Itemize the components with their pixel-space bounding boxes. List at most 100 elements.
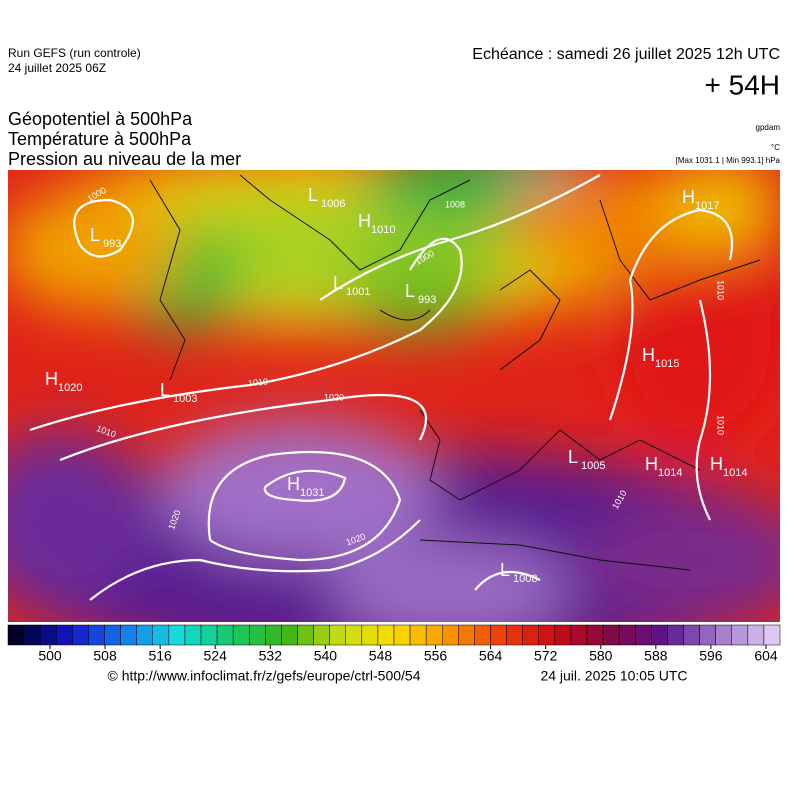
colorbar-swatch — [136, 624, 154, 646]
unit-label: °C — [771, 143, 780, 152]
center-letter: H — [710, 454, 723, 474]
colorbar-swatch — [232, 624, 250, 646]
run-date: 24 juillet 2025 06Z — [8, 61, 106, 75]
isobar-label: 1020 — [324, 392, 344, 402]
colorbar-swatch — [313, 624, 330, 646]
center-letter: H — [682, 187, 695, 207]
colorbar-swatch — [715, 624, 733, 646]
colorbar-swatch — [458, 624, 475, 646]
colorbar-swatch — [506, 624, 523, 646]
colorbar-swatch — [635, 624, 652, 646]
isobar-label: 1008 — [445, 199, 465, 209]
colorbar-swatch — [297, 624, 314, 646]
colorbar-tick-label: 556 — [424, 648, 448, 664]
colorbar-swatch — [651, 624, 668, 646]
colorbar-swatch — [39, 624, 57, 646]
isobar-label: 1010 — [716, 280, 726, 300]
center-letter: H — [645, 454, 658, 474]
colorbar-swatch — [168, 624, 186, 646]
center-value: 1017 — [695, 200, 719, 212]
source-link: © http://www.infoclimat.fr/z/gefs/europe… — [107, 668, 420, 684]
title: Température à 500hPa — [8, 129, 192, 149]
colorbar-tick-label: 580 — [589, 648, 613, 664]
center-letter: L — [500, 560, 510, 580]
colorbar-swatch — [152, 624, 170, 646]
generated-time: 24 juil. 2025 10:05 UTC — [540, 668, 687, 684]
center-letter: L — [568, 447, 578, 467]
isobar-label: 1010 — [248, 377, 269, 389]
map — [8, 170, 780, 622]
center-value: 1014 — [723, 467, 747, 479]
colorbar-swatch — [216, 624, 234, 646]
center-value: 1014 — [658, 467, 682, 479]
center-letter: H — [45, 369, 58, 389]
center-value: 1005 — [581, 460, 605, 472]
unit-label: gpdam — [756, 123, 781, 132]
title: Géopotentiel à 500hPa — [8, 109, 193, 129]
colorbar: 500 508 516 524 532 540 548 556 564 572 580 588 596 6… — [7, 624, 781, 664]
colorbar-swatch — [442, 624, 459, 646]
colorbar-tick-label: 604 — [754, 648, 778, 664]
colorbar-tick-label: 500 — [38, 648, 62, 664]
colorbar-tick-label: 548 — [369, 648, 393, 664]
colorbar-swatch — [699, 624, 716, 646]
colorbar-swatch — [265, 624, 282, 646]
colorbar-tick-label: 588 — [644, 648, 668, 664]
center-value: 1031 — [300, 487, 324, 499]
center-letter: H — [642, 345, 655, 365]
colorbar-swatch — [200, 624, 218, 646]
center-value: 1006 — [321, 198, 345, 210]
center-letter: L — [405, 281, 415, 301]
colorbar-swatch — [683, 624, 700, 646]
colorbar-tick-label: 540 — [314, 648, 338, 664]
colorbar-swatch — [345, 624, 363, 646]
colorbar-swatch — [586, 624, 604, 646]
colorbar-tick-label: 564 — [479, 648, 503, 664]
colorbar-swatch — [329, 624, 346, 646]
center-value: 1008 — [513, 573, 537, 585]
colorbar-swatch — [56, 624, 73, 646]
colorbar-swatch — [104, 624, 121, 646]
colorbar-swatch — [7, 624, 25, 646]
colorbar-swatch — [120, 624, 137, 646]
colorbar-tick-label: 596 — [699, 648, 723, 664]
colorbar-swatch — [570, 624, 588, 646]
center-value: 1020 — [58, 382, 82, 394]
title: Pression au niveau de la mer — [8, 149, 241, 169]
run-label: Run GEFS (run controle) — [8, 46, 141, 60]
colorbar-swatch — [361, 624, 379, 646]
colorbar-tick-label: 508 — [93, 648, 117, 664]
colorbar-swatch — [88, 624, 105, 646]
colorbar-swatch — [425, 624, 443, 646]
center-letter: H — [358, 211, 371, 231]
colorbar-swatch — [184, 624, 202, 646]
colorbar-swatch — [281, 624, 298, 646]
colorbar-swatch — [23, 624, 41, 646]
center-value: 993 — [418, 294, 436, 306]
colorbar-swatch — [522, 624, 540, 646]
colorbar-swatch — [554, 624, 572, 646]
colorbar-tick-label: 524 — [204, 648, 228, 664]
center-value: 1010 — [371, 224, 395, 236]
valid-time: Echéance : samedi 26 juillet 2025 12h UT… — [472, 46, 780, 63]
center-letter: L — [90, 225, 100, 245]
colorbar-swatch — [763, 624, 781, 646]
colorbar-swatch — [618, 624, 636, 646]
colorbar-swatch — [72, 624, 89, 646]
colorbar-swatch — [538, 624, 556, 646]
colorbar-tick-label: 516 — [148, 648, 172, 664]
colorbar-swatch — [667, 624, 684, 646]
center-letter: H — [287, 474, 300, 494]
colorbar-swatch — [377, 624, 395, 646]
center-value: 1015 — [655, 358, 679, 370]
center-value: 1003 — [173, 393, 197, 405]
colorbar-swatch — [731, 624, 749, 646]
center-value: 993 — [103, 238, 121, 250]
colorbar-swatch — [602, 624, 620, 646]
colorbar-swatch — [393, 624, 411, 646]
isobar-label: 1010 — [716, 415, 726, 435]
colorbar-tick-label: 532 — [259, 648, 283, 664]
center-value: 1001 — [346, 286, 370, 298]
